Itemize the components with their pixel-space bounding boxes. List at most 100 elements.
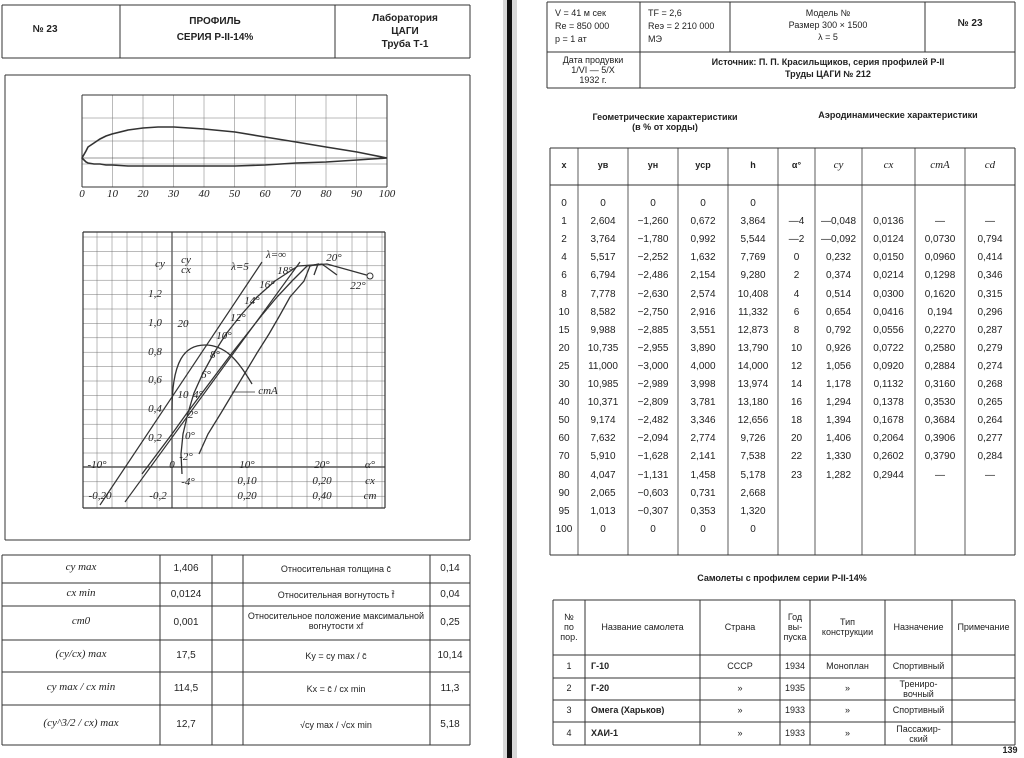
summary-label: (cy^3/2 / cx) max (43, 717, 119, 729)
cm-line (99, 261, 263, 506)
alpha-tick-label: 0 (169, 459, 175, 471)
geometry-cell: 60 (558, 433, 570, 445)
geometry-cell: 30 (558, 379, 570, 390)
aircraft-cell: СССР (727, 660, 753, 671)
aero-cell: 0,0136 (873, 216, 904, 228)
geometry-cell: 1,632 (690, 252, 716, 264)
profile-tick-label: 0 (79, 188, 85, 200)
profile-tick-label: 80 (320, 188, 332, 200)
aircraft-cell: 1934 (784, 660, 806, 671)
geometry-cell: 50 (558, 415, 570, 427)
geometry-cell: 13,790 (737, 342, 769, 354)
turbulence-param: МЭ (648, 34, 662, 44)
geometry-cell: 70 (558, 451, 570, 463)
profile-tick-label: 40 (198, 188, 210, 200)
geometry-cell: 9,726 (740, 433, 766, 445)
aircraft-cell: 1933 (784, 705, 806, 715)
cy-alpha-curve (141, 263, 338, 475)
geometry-cell: −2,989 (637, 379, 669, 390)
summary-label: Ky = cy max / c̄ (305, 651, 367, 661)
alpha-point-label: 8° (210, 349, 220, 361)
geometry-cell: −2,750 (637, 306, 669, 318)
aero-cell: 1,294 (825, 397, 852, 409)
geometry-cell: 2,916 (690, 306, 716, 318)
geometry-cell: 2 (561, 234, 567, 246)
geometry-cell: −2,486 (637, 270, 669, 282)
aero-cell: 0,2270 (924, 324, 956, 336)
aircraft-cell: Омега (Харьков) (591, 705, 665, 715)
geometry-cell: 7,538 (740, 451, 766, 463)
page-fold (507, 0, 512, 758)
geometry-cell: 100 (555, 523, 573, 535)
section-title: Самолеты с профилем серии Р-II-14% (697, 573, 867, 583)
flow-param: V = 41 м сек (555, 8, 606, 18)
alpha-point-label: 2° (188, 409, 198, 421)
aircraft-cell: Г-10 (591, 660, 610, 671)
aircraft-cell: 1 (566, 660, 572, 671)
summary-label: Kx = c̄ / cx min (306, 683, 366, 694)
model-info: λ = 5 (818, 32, 838, 42)
aero-cell: 0,514 (825, 288, 852, 300)
geometry-cell: 14,000 (737, 360, 769, 372)
geometry-cell: 2,141 (690, 451, 716, 463)
geometry-cell: 3,864 (740, 216, 766, 228)
geometry-cell: 0,992 (690, 234, 716, 246)
alpha-point-label: 4° (193, 389, 203, 401)
geometry-cell: 7,778 (590, 288, 616, 300)
geometry-cell: 10,985 (587, 379, 619, 390)
profile-series: СЕРИЯ Р-II-14% (176, 32, 254, 43)
aircraft-cell: 3 (566, 705, 572, 715)
aero-cell: 0,2602 (873, 451, 904, 463)
aero-cell: 0,265 (977, 397, 1003, 409)
geometry-cell: 95 (558, 505, 570, 517)
geometry-cell: −2,809 (637, 397, 669, 409)
geometry-cell: 2,154 (690, 270, 716, 282)
aero-cell: 1,394 (825, 415, 852, 427)
geometry-cell: 3,998 (690, 379, 716, 390)
alpha-point-label: 0° (185, 430, 195, 442)
cma-curve (198, 263, 320, 455)
column-header: cy (833, 159, 844, 171)
column-header: yв (597, 160, 609, 170)
cma-curve-label: cmA (258, 385, 278, 397)
aircraft-cell: » (844, 683, 850, 693)
ratio-curve (171, 344, 253, 411)
geometry-cell: 0,672 (690, 216, 716, 228)
geometry-cell: 7,632 (590, 433, 616, 445)
geometry-cell: −1,131 (637, 469, 669, 481)
alpha-point-label: 18° (277, 265, 293, 277)
geometry-cell: −1,628 (637, 451, 669, 463)
aero-cell: — (985, 216, 995, 228)
aero-cell: 0,3790 (924, 451, 956, 463)
aero-cell: 0,2580 (924, 342, 956, 354)
column-header: Назначение (893, 622, 944, 632)
aero-cell: 1,330 (825, 451, 852, 463)
geometry-cell: 0,731 (690, 487, 716, 499)
geometry-cell: 2,065 (590, 487, 616, 499)
geometry-cell: 0 (650, 523, 656, 535)
geometry-cell: 20 (558, 342, 570, 354)
lab-org: ЦАГИ (391, 26, 419, 37)
aero-cell: 0,654 (825, 306, 852, 318)
geometry-cell: 4,047 (590, 469, 616, 481)
aero-cell: 0,0416 (873, 306, 904, 318)
profile-tick-label: 60 (259, 188, 271, 200)
profile-tick-label: 70 (290, 188, 301, 200)
summary-value: 0,14 (440, 563, 460, 574)
section-title: Геометрические характеристики (в % от хо… (592, 112, 738, 132)
geometry-cell: −2,955 (637, 342, 669, 354)
geometry-cell: 6,794 (590, 270, 616, 282)
cy-alpha-infinite-line (124, 261, 301, 503)
geometry-cell: 2,668 (740, 487, 766, 499)
source: Источник: П. П. Красильщиков, серия проф… (711, 57, 945, 67)
alpha-point-label: 14° (244, 295, 260, 307)
aero-cell: 8 (793, 324, 800, 336)
geometry-cell: 0 (650, 198, 656, 209)
lambda-label: λ=∞ (265, 249, 287, 261)
geometry-cell: 7,769 (740, 252, 766, 264)
aircraft-cell: Спортивный (892, 705, 945, 715)
geometry-cell: 3,551 (690, 324, 716, 336)
aircraft-cell: Г-20 (591, 683, 610, 693)
aero-cell: —4 (788, 216, 805, 228)
geometry-cell: 11,000 (588, 360, 618, 372)
